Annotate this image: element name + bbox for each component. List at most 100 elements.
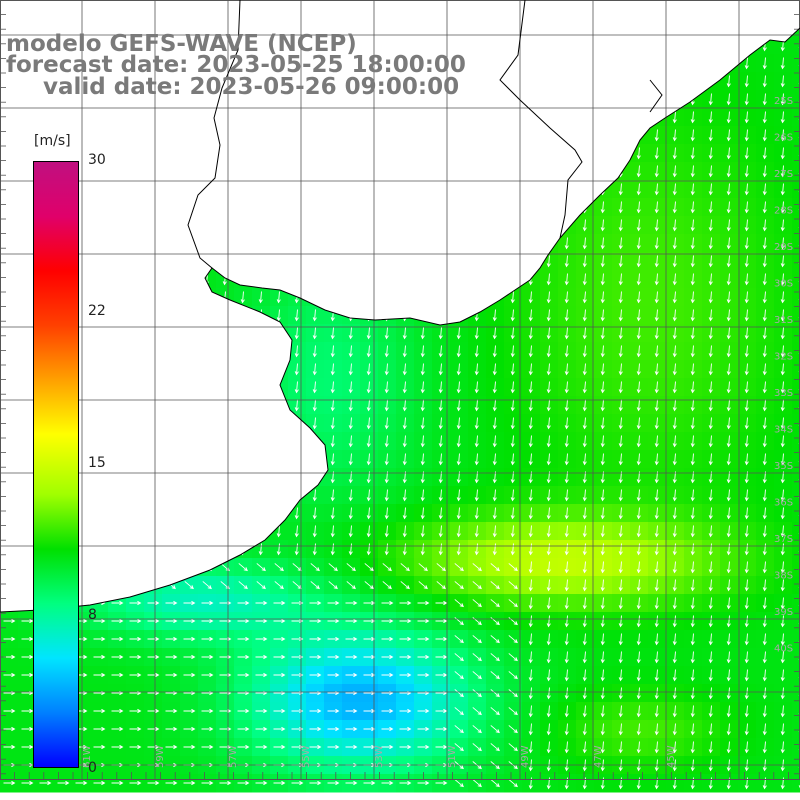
wind-arrow (726, 633, 731, 646)
wind-arrow (129, 744, 142, 750)
wind-arrow (744, 129, 749, 142)
wind-arrow (111, 618, 124, 624)
wind-arrow (312, 345, 317, 358)
wind-arrow (417, 636, 430, 642)
wind-arrow (708, 237, 713, 250)
wind-arrow (600, 723, 605, 736)
wind-arrow (672, 687, 677, 700)
wind-arrow (165, 726, 178, 732)
wind-arrow (672, 237, 677, 250)
wind-arrow (438, 327, 443, 340)
wind-arrow (654, 291, 659, 304)
wind-arrow (255, 672, 268, 678)
wind-arrow (147, 708, 160, 714)
wind-arrow (219, 618, 232, 624)
wind-arrow (348, 417, 353, 430)
wind-arrow (456, 435, 461, 448)
wind-arrow (690, 453, 695, 466)
wind-arrow (672, 183, 677, 196)
wind-arrow (726, 327, 731, 340)
wind-arrow (600, 381, 605, 394)
wind-arrow (510, 345, 515, 358)
wind-arrow (690, 363, 695, 376)
wind-arrow (708, 453, 713, 466)
wind-arrow (273, 744, 286, 750)
wind-arrow (726, 705, 731, 718)
wind-arrow (690, 345, 695, 358)
wind-arrow (600, 741, 605, 754)
wind-arrow (564, 687, 569, 700)
wind-arrow (636, 633, 641, 646)
wind-arrow (129, 600, 142, 606)
wind-arrow (492, 327, 497, 340)
wind-arrow (726, 507, 731, 520)
wind-arrow (327, 600, 340, 606)
wind-arrow (762, 219, 767, 232)
wind-arrow (618, 597, 623, 610)
wind-arrow (762, 507, 767, 520)
wind-arrow (564, 453, 569, 466)
wind-arrow (363, 636, 376, 642)
wind-arrow (381, 744, 394, 750)
wind-arrow (762, 111, 767, 124)
wind-speed-cell (792, 54, 800, 73)
wind-arrow (564, 525, 569, 538)
wind-arrow (582, 633, 587, 646)
wind-arrow (564, 345, 569, 358)
wind-arrow (546, 579, 551, 592)
wind-arrow (618, 489, 623, 502)
wind-arrow (690, 165, 695, 178)
wind-arrow (435, 726, 448, 732)
wind-arrow (456, 507, 461, 520)
wind-arrow (582, 651, 587, 664)
wind-arrow (490, 779, 500, 788)
wind-arrow (708, 579, 713, 592)
wind-arrow (636, 597, 641, 610)
wind-arrow (201, 600, 214, 606)
wind-arrow (510, 327, 515, 340)
wind-arrow (726, 147, 731, 160)
wind-arrow (762, 435, 767, 448)
wind-arrow (364, 563, 374, 572)
wind-arrow (472, 653, 482, 662)
wind-arrow (312, 525, 317, 538)
wind-arrow (348, 399, 353, 412)
wind-arrow (744, 705, 749, 718)
wind-arrow (726, 237, 731, 250)
latitude-label: 40S (774, 644, 793, 655)
wind-arrow (291, 780, 304, 786)
wind-arrow (546, 507, 551, 520)
wind-arrow (111, 726, 124, 732)
wind-arrow (510, 507, 515, 520)
wind-arrow (672, 165, 677, 178)
wind-speed-cell (792, 432, 800, 451)
wind-arrow (600, 309, 605, 322)
longitude-label: 51W (447, 745, 458, 768)
wind-arrow (690, 633, 695, 646)
wind-arrow (345, 726, 358, 732)
wind-arrow (744, 255, 749, 268)
wind-arrow (726, 543, 731, 556)
latitude-label: 34S (774, 425, 793, 436)
wind-arrow (744, 651, 749, 664)
wind-arrow (654, 507, 659, 520)
wind-arrow (528, 723, 533, 736)
latitude-label: 30S (774, 279, 793, 290)
wind-arrow (456, 489, 461, 502)
wind-arrow (111, 600, 124, 606)
wind-arrow (490, 743, 500, 752)
wind-speed-cell (792, 198, 800, 217)
wind-arrow (472, 689, 482, 698)
wind-arrow (780, 669, 785, 682)
wind-arrow (618, 219, 623, 232)
wind-arrow (564, 237, 569, 250)
wind-arrow (438, 381, 443, 394)
wind-arrow (618, 327, 623, 340)
wind-arrow (690, 201, 695, 214)
wind-arrow (582, 453, 587, 466)
wind-arrow (435, 618, 448, 624)
longitude-label: 47W (593, 745, 604, 768)
wind-arrow (201, 654, 214, 660)
wind-arrow (528, 309, 533, 322)
wind-arrow (672, 345, 677, 358)
